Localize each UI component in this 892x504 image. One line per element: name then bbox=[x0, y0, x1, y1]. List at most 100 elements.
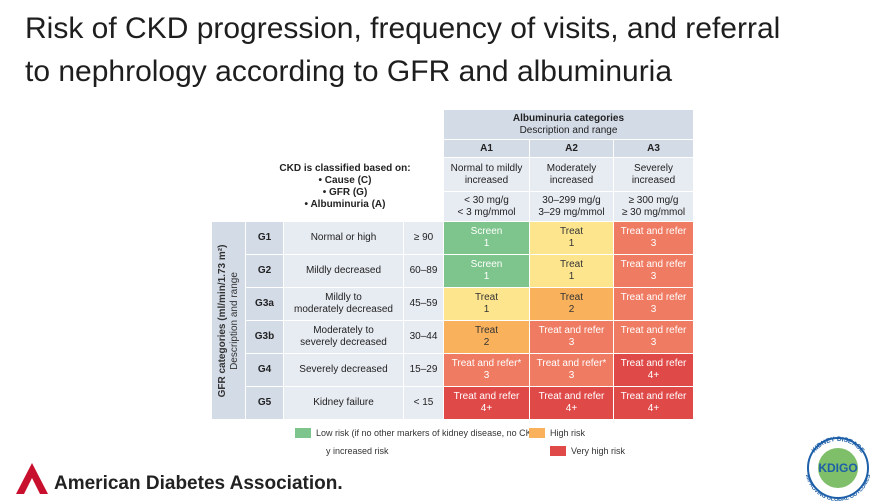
risk-action: Screen bbox=[470, 259, 503, 270]
row-description: Normal or high bbox=[284, 222, 404, 255]
row-range-text: 60–89 bbox=[409, 265, 438, 276]
row-description-line: Severely decreased bbox=[299, 364, 388, 375]
risk-cell: Treat and refer 4+ bbox=[444, 387, 530, 420]
column-description-line: Moderately bbox=[546, 162, 597, 174]
risk-cell: Treat and refer 3 bbox=[614, 255, 694, 288]
row-code: G3b bbox=[246, 321, 284, 354]
row-description: Kidney failure bbox=[284, 387, 404, 420]
risk-level: 4+ bbox=[647, 403, 660, 414]
risk-action: Treat bbox=[475, 292, 498, 303]
risk-level: 4+ bbox=[565, 403, 578, 414]
row-range-text: ≥ 90 bbox=[413, 232, 434, 243]
column-description-line: increased bbox=[631, 174, 676, 186]
column-code: A3 bbox=[614, 140, 694, 158]
row-description-line: Moderately to bbox=[313, 325, 374, 336]
legend-label: Low risk (if no other markers of kidney … bbox=[316, 428, 542, 438]
row-description-line: Mildly decreased bbox=[305, 265, 382, 276]
risk-action: Treat and refer* bbox=[536, 358, 607, 369]
row-code-text: G3a bbox=[255, 298, 274, 309]
risk-action: Treat and refer bbox=[620, 226, 687, 237]
risk-action: Treat and refer bbox=[620, 325, 687, 336]
albuminuria-header: Albuminuria categories Description and ra… bbox=[444, 110, 694, 140]
ada-name: American Diabetes Association. bbox=[54, 473, 343, 494]
legend-label: High risk bbox=[550, 428, 586, 438]
risk-action: Screen bbox=[470, 226, 503, 237]
column-description: Normal to mildly increased bbox=[444, 158, 530, 192]
row-range-text: < 15 bbox=[413, 397, 434, 408]
risk-level: 3 bbox=[568, 337, 575, 348]
row-code: G2 bbox=[246, 255, 284, 288]
risk-level: 1 bbox=[568, 238, 575, 249]
risk-level: 1 bbox=[483, 238, 490, 249]
column-description: Severely increased bbox=[614, 158, 694, 192]
column-range-line: < 3 mg/mmol bbox=[457, 206, 516, 218]
risk-level: 1 bbox=[483, 304, 490, 315]
risk-level: 4+ bbox=[480, 403, 493, 414]
column-range: < 30 mg/g < 3 mg/mmol bbox=[444, 192, 530, 222]
row-code: G5 bbox=[246, 387, 284, 420]
row-description-line: Mildly to bbox=[325, 292, 362, 303]
risk-cell: Treat and refer* 3 bbox=[444, 354, 530, 387]
row-range-text: 15–29 bbox=[409, 364, 438, 375]
column-range-line: 30–299 mg/g bbox=[542, 194, 601, 206]
risk-cell: Screen 1 bbox=[444, 255, 530, 288]
row-range: 45–59 bbox=[404, 288, 444, 321]
risk-action: Treat and refer bbox=[453, 391, 520, 402]
kdigo-logo: KIDNEY DISEASE IMPROVING GLOBAL OUTCOMES… bbox=[804, 436, 873, 502]
classification-item: • Cause (C) bbox=[318, 175, 372, 186]
risk-cell: Treat 1 bbox=[530, 255, 614, 288]
risk-level: 1 bbox=[483, 271, 490, 282]
kdigo-name: KDIGO bbox=[818, 461, 857, 475]
risk-action: Treat and refer bbox=[620, 292, 687, 303]
column-description: Moderately increased bbox=[530, 158, 614, 192]
risk-action: Treat bbox=[475, 325, 498, 336]
risk-action: Treat and refer bbox=[538, 391, 605, 402]
risk-cell: Treat and refer 3 bbox=[614, 321, 694, 354]
legend-label: y increased risk bbox=[326, 446, 389, 456]
gfr-header-bg bbox=[212, 222, 246, 420]
legend-swatch bbox=[295, 428, 311, 438]
row-description-line: Normal or high bbox=[310, 232, 377, 243]
risk-action: Treat and refer bbox=[620, 391, 687, 402]
row-range: ≥ 90 bbox=[404, 222, 444, 255]
row-description: Severely decreased bbox=[284, 354, 404, 387]
row-description-line: Kidney failure bbox=[313, 397, 374, 408]
classification-item: • Albuminuria (A) bbox=[304, 199, 386, 210]
row-code: G1 bbox=[246, 222, 284, 255]
risk-cell: Treat 2 bbox=[444, 321, 530, 354]
row-range: 60–89 bbox=[404, 255, 444, 288]
header-subtitle: Description and range bbox=[519, 124, 618, 136]
risk-level: 1 bbox=[568, 271, 575, 282]
risk-level: 2 bbox=[568, 304, 575, 315]
row-range: 15–29 bbox=[404, 354, 444, 387]
row-description: Mildly to moderately decreased bbox=[284, 288, 404, 321]
row-range-text: 45–59 bbox=[409, 298, 438, 309]
ada-triangle bbox=[16, 463, 48, 494]
risk-cell: Treat and refer 4+ bbox=[530, 387, 614, 420]
kdigo-globe bbox=[818, 448, 858, 488]
risk-cell: Treat and refer 3 bbox=[530, 321, 614, 354]
column-code: A1 bbox=[444, 140, 530, 158]
row-code-text: G2 bbox=[257, 265, 272, 276]
classification-item: • GFR (G) bbox=[322, 187, 368, 198]
risk-action: Treat and refer bbox=[538, 325, 605, 336]
gfr-header: GFR categories (ml/min/1.73 m²) Descripti… bbox=[217, 222, 241, 420]
risk-cell: Treat and refer 4+ bbox=[614, 354, 694, 387]
risk-action: Treat and refer* bbox=[451, 358, 522, 369]
risk-action: Treat bbox=[560, 292, 583, 303]
risk-action: Treat bbox=[560, 259, 583, 270]
column-range-line: 3–29 mg/mmol bbox=[538, 206, 605, 218]
column-code-text: A2 bbox=[565, 142, 578, 154]
row-code-text: G5 bbox=[257, 397, 272, 408]
classification: CKD is classified based on: • Cause (C) • … bbox=[246, 163, 444, 211]
risk-cell: Treat 1 bbox=[444, 288, 530, 321]
risk-action: Treat and refer bbox=[620, 259, 687, 270]
gfr-header-title: GFR categories (ml/min/1.73 m²) bbox=[217, 244, 228, 398]
risk-cell: Treat and refer* 3 bbox=[530, 354, 614, 387]
row-code-text: G3b bbox=[254, 331, 275, 342]
column-description-line: increased bbox=[464, 174, 509, 186]
risk-level: 3 bbox=[483, 370, 490, 381]
row-description-line: severely decreased bbox=[300, 337, 387, 348]
header-title: Albuminuria categories bbox=[512, 112, 625, 124]
